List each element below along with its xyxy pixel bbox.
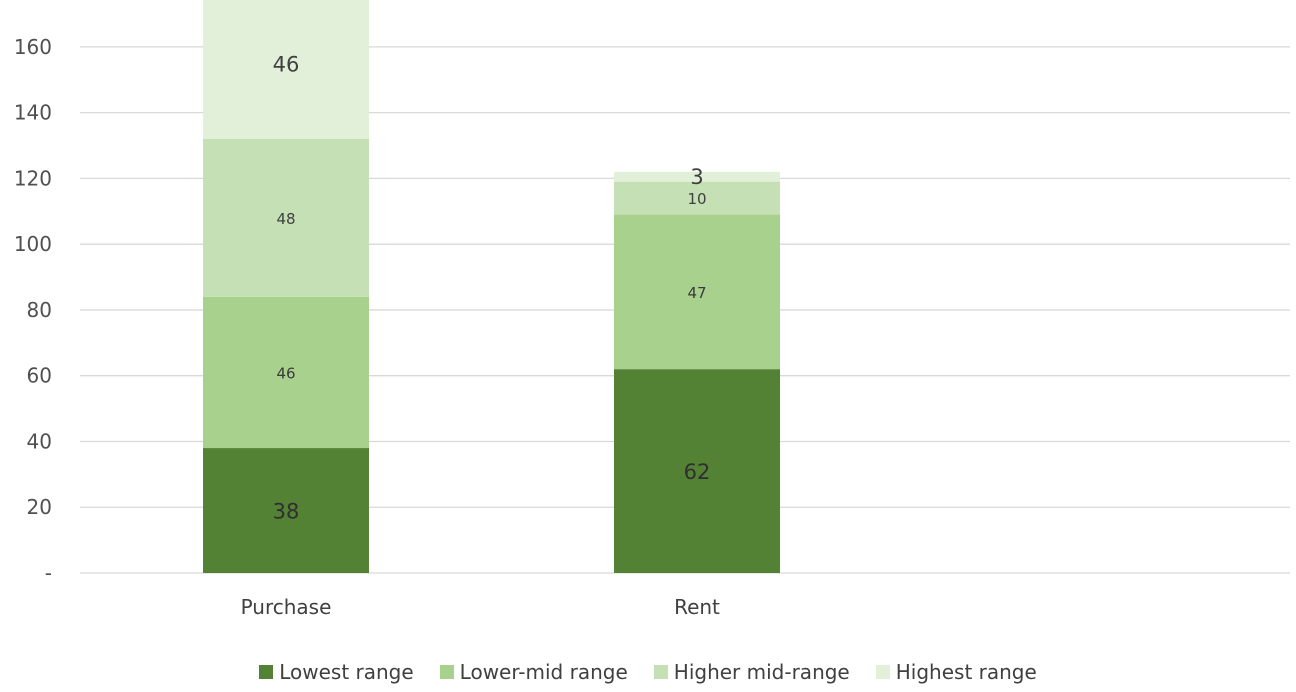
y-tick-label: 40	[27, 429, 52, 453]
x-category-label: Rent	[674, 595, 720, 619]
bar-segment	[614, 171, 780, 182]
y-tick-label: 100	[14, 232, 52, 256]
legend-label: Lower-mid range	[459, 660, 628, 684]
data-label: 48	[276, 210, 295, 228]
x-category-label: Purchase	[241, 595, 332, 619]
bar-segment	[203, 138, 369, 297]
x-axis: Purchase Rent	[241, 595, 720, 619]
legend-item: Lower-mid range	[439, 660, 628, 684]
legend-item: Higher mid-range	[653, 660, 850, 684]
y-tick-label: 120	[14, 166, 52, 190]
legend-item: Highest range	[875, 660, 1037, 684]
data-label: 3	[690, 165, 703, 189]
data-label: 46	[276, 364, 295, 382]
data-label: 47	[687, 284, 706, 302]
legend-swatch	[653, 665, 668, 679]
legend: Lowest range Lower-mid range Higher mid-ra…	[0, 660, 1296, 684]
bar-segment	[203, 296, 369, 449]
data-label: 38	[273, 500, 300, 524]
stacked-bar-chart: - 20 40 60 80 100 120 140 160 38 46 48 46 62 47 103 Pu…	[14, 0, 1290, 619]
legend-swatch	[875, 665, 890, 679]
bar-segment	[614, 369, 780, 573]
y-tick-label: 60	[27, 364, 52, 388]
y-tick-label: 160	[14, 35, 52, 59]
data-label: 10	[687, 190, 706, 208]
y-tick-label: 20	[27, 495, 52, 519]
data-label: 46	[273, 52, 300, 76]
legend-label: Highest range	[895, 660, 1037, 684]
legend-swatch	[439, 665, 454, 679]
legend-item: Lowest range	[259, 660, 414, 684]
legend-label: Higher mid-range	[673, 660, 850, 684]
legend-label: Lowest range	[279, 660, 414, 684]
data-label: 62	[684, 460, 711, 484]
data-labels: 38 46 48 46 62 47 103	[273, 52, 711, 523]
legend-swatch	[259, 665, 274, 679]
bar-segment	[614, 181, 780, 215]
bar-segment	[203, 0, 369, 139]
bar-segment	[614, 214, 780, 370]
bar-segment	[203, 448, 369, 573]
y-axis: - 20 40 60 80 100 120 140 160	[14, 35, 52, 585]
bars	[203, 0, 780, 573]
y-tick-label: 80	[27, 298, 52, 322]
y-tick-label: -	[45, 561, 52, 585]
y-tick-label: 140	[14, 101, 52, 125]
